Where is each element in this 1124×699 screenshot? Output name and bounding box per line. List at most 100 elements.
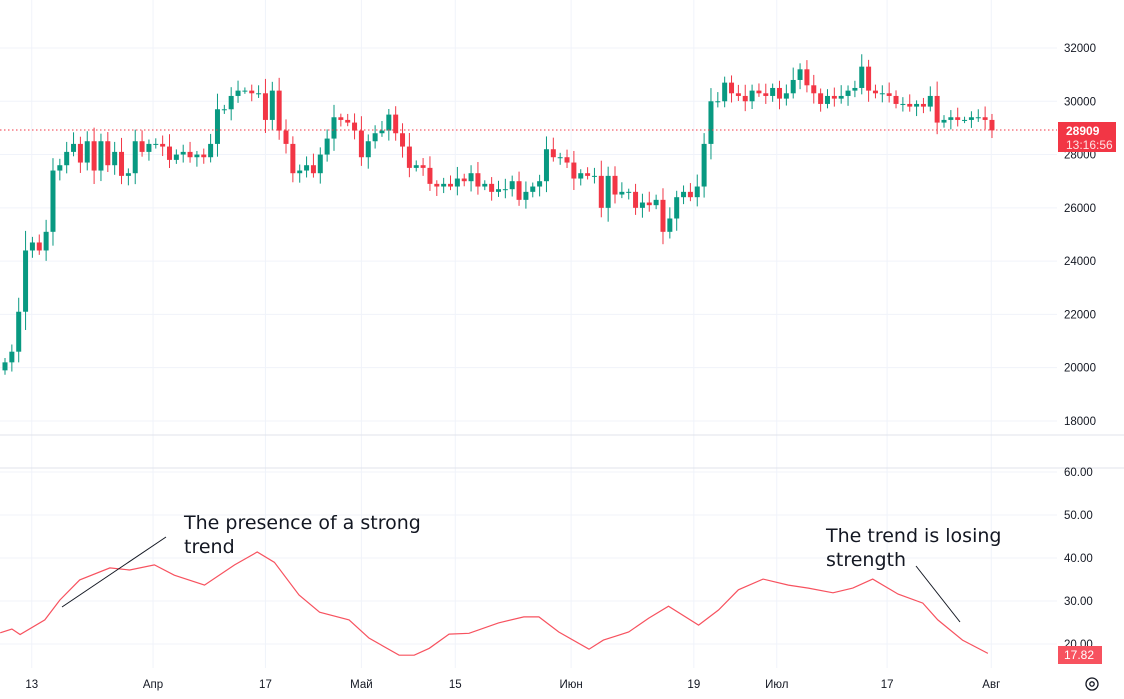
candle (2, 357, 8, 375)
candle (763, 83, 769, 104)
candle (509, 175, 515, 197)
candle-body (653, 199, 659, 206)
candle-body (735, 93, 741, 96)
candle-body (180, 151, 186, 155)
candle (317, 147, 323, 184)
candle (221, 104, 227, 114)
candle-body (214, 109, 220, 144)
candle (989, 113, 995, 139)
candle-body (475, 173, 481, 187)
settings-gear-icon[interactable] (1085, 677, 1099, 691)
candle (968, 111, 974, 128)
time-tick-label: Апр (143, 679, 163, 691)
candle-body (112, 151, 118, 166)
candle (886, 82, 892, 103)
candle (77, 136, 83, 173)
candle-body (530, 186, 536, 192)
candle (797, 63, 803, 90)
candle-body (591, 175, 597, 177)
candle-body (831, 95, 837, 99)
price-badge-countdown: 13:16:56 (1066, 138, 1113, 152)
candle-body (324, 138, 330, 155)
candle (893, 90, 899, 109)
candle (811, 74, 817, 104)
candle (729, 75, 735, 103)
candle-body (160, 143, 166, 147)
candle (557, 152, 563, 165)
candle (84, 131, 90, 171)
candle-body (201, 154, 207, 158)
candle-body (256, 93, 262, 95)
candle-body (550, 149, 556, 158)
candle-body (927, 95, 933, 107)
candle-body (509, 181, 515, 190)
candle-body (221, 109, 227, 111)
candle (639, 193, 645, 218)
candle (852, 80, 858, 98)
candle-body (290, 143, 296, 174)
candle (495, 180, 501, 197)
candle-body (818, 93, 824, 104)
candle (413, 160, 419, 172)
candle-body (331, 117, 337, 139)
candle-body (235, 90, 241, 96)
annotation-losing-line1: The trend is losing (825, 525, 1001, 547)
candle (523, 181, 529, 209)
candle (674, 190, 680, 231)
candle-body (352, 122, 358, 131)
candle (900, 97, 906, 112)
adx-badge-value: 17.82 (1064, 648, 1094, 662)
candle-body (975, 117, 981, 119)
candle-body (461, 178, 467, 182)
candle (845, 85, 851, 106)
candle-body (523, 191, 529, 200)
time-axis[interactable]: 13 Апр 17 Май 15 Июн 19 Июл 17 Авг (25, 679, 1000, 691)
candle (365, 134, 371, 169)
candle (71, 132, 77, 157)
candle (694, 174, 700, 207)
annotation-strong-line1: The presence of a strong (183, 512, 421, 534)
candle-body (578, 173, 584, 179)
candle-body (310, 165, 316, 174)
candle (269, 81, 275, 131)
candle-body (962, 119, 968, 121)
candle (824, 89, 830, 109)
candle-body (729, 82, 735, 94)
candle-body (598, 175, 604, 208)
candle (626, 188, 632, 200)
candle (379, 120, 385, 137)
candle-body (297, 170, 303, 174)
candle (64, 141, 70, 174)
candle (605, 166, 611, 222)
candle-body (173, 154, 179, 160)
candle-body (756, 90, 762, 94)
candle-body (557, 157, 563, 159)
candle-body (790, 79, 796, 94)
candle (324, 129, 330, 162)
time-tick-label: 17 (881, 679, 894, 691)
candle-body (262, 93, 268, 120)
candle-body (516, 181, 522, 200)
candle-body (372, 133, 378, 142)
candle (866, 59, 872, 102)
candle (468, 165, 474, 192)
candle-body (194, 154, 200, 158)
candle (619, 182, 625, 199)
candle (975, 109, 981, 122)
candle-body (687, 191, 693, 198)
adx-tick-label: 30.00 (1064, 596, 1093, 608)
candle (516, 171, 522, 206)
candle-body (228, 95, 234, 110)
price-axis[interactable]: 32000 30000 28000 26000 24000 22000 20000 18000 (1064, 43, 1096, 428)
candle (119, 137, 125, 185)
candle-body (166, 146, 172, 160)
candle (139, 130, 145, 157)
candle (482, 180, 488, 191)
candle (790, 67, 796, 99)
candle-body (413, 165, 419, 168)
candle (653, 194, 659, 210)
candle (578, 169, 584, 186)
candle-body (537, 181, 543, 187)
